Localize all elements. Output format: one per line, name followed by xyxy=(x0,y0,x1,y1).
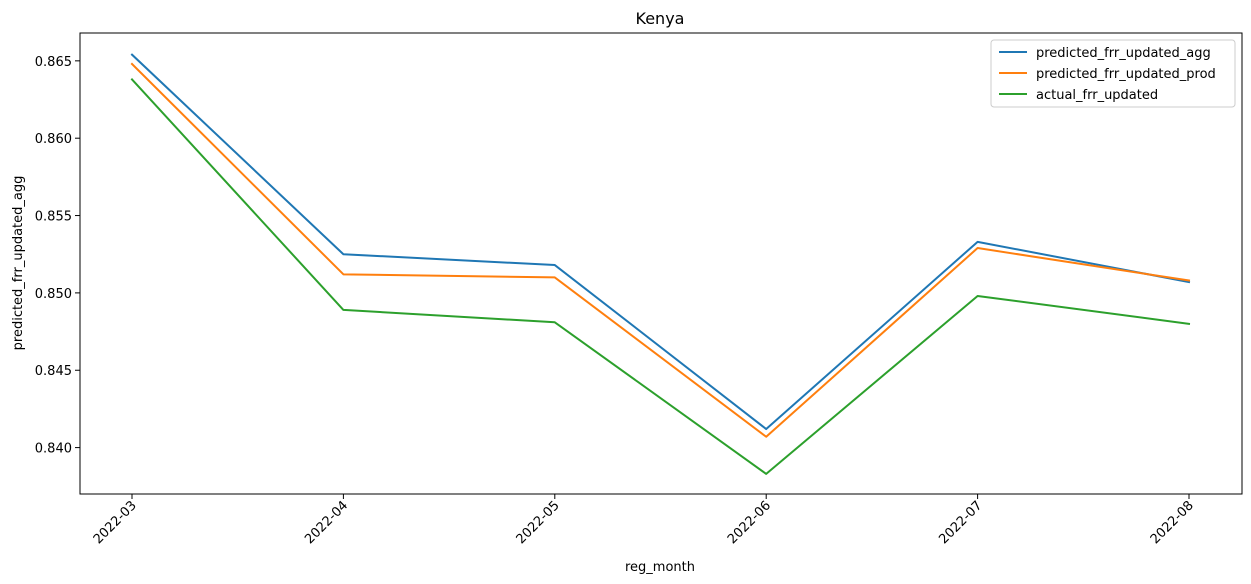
series-line-predicted-frr-updated-agg xyxy=(130,53,1191,431)
y-tick-label: 0.860 xyxy=(35,132,72,147)
series-line-actual-frr-updated xyxy=(130,77,1191,475)
plot-frame xyxy=(79,32,1243,495)
x-tick-label: 2022-08 xyxy=(1148,498,1197,547)
x-tick-label: 2022-03 xyxy=(91,498,140,547)
y-tick-label: 0.850 xyxy=(35,287,72,302)
legend-box xyxy=(990,39,1236,108)
x-tick-label: 2022-05 xyxy=(514,498,563,547)
legend-items: predicted_frr_updated_agg predicted_frr_u… xyxy=(999,46,1216,103)
legend-label: actual_frr_updated xyxy=(1036,88,1158,103)
y-tick-label: 0.845 xyxy=(35,364,72,379)
y-axis: 0.840 0.845 0.850 0.855 0.860 0.865 xyxy=(35,55,80,457)
legend-label: predicted_frr_updated_agg xyxy=(1036,46,1211,61)
series-line-predicted-frr-updated-prod xyxy=(130,62,1191,438)
chart-title: Kenya xyxy=(636,9,685,28)
y-tick-label: 0.855 xyxy=(35,210,72,225)
x-axis-label: reg_month xyxy=(625,560,695,575)
legend-label: predicted_frr_updated_prod xyxy=(1036,67,1216,82)
x-axis: 2022-03 2022-04 2022-05 2022-06 2022-07 2022-… xyxy=(91,494,1197,547)
legend: predicted_frr_updated_agg predicted_frr_u… xyxy=(990,39,1236,108)
x-tick-label: 2022-07 xyxy=(936,498,985,547)
y-axis-label: predicted_frr_updated_agg xyxy=(11,176,26,351)
x-tick-label: 2022-04 xyxy=(302,498,351,547)
y-tick-label: 0.865 xyxy=(35,55,72,70)
plot-lines xyxy=(130,53,1191,475)
x-tick-label: 2022-06 xyxy=(725,498,774,547)
y-tick-label: 0.840 xyxy=(35,442,72,457)
